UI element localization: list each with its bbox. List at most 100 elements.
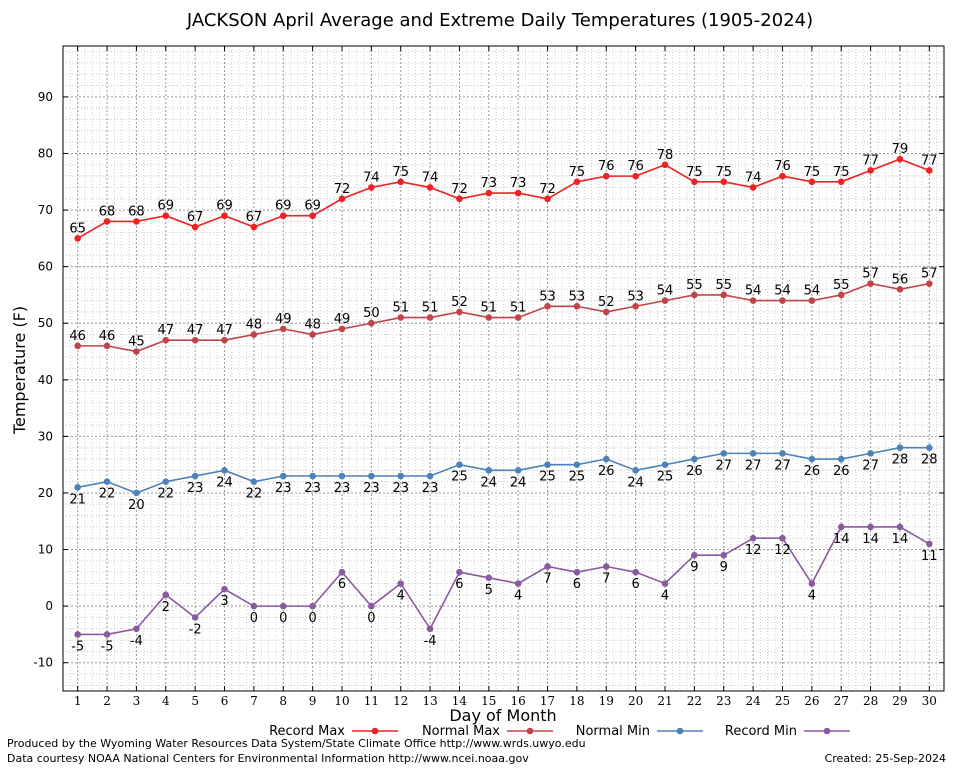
normal-min-data-label: 26 <box>686 464 703 479</box>
normal-max-point <box>368 319 375 327</box>
record-max-point <box>926 167 933 174</box>
y-tick-label: 40 <box>38 373 53 387</box>
record-min-point <box>749 534 757 542</box>
record-min-point <box>632 568 639 576</box>
record-min-point <box>221 585 228 593</box>
normal-max-point <box>691 291 698 299</box>
record-min-data-label: 14 <box>892 532 909 547</box>
record-max-point <box>338 195 346 203</box>
record-min-data-label: -4 <box>424 634 437 649</box>
record-min-data-label: 5 <box>485 583 493 598</box>
record-min-point <box>602 563 610 570</box>
record-min-data-label: -5 <box>101 639 114 654</box>
normal-min-data-label: 22 <box>246 487 263 502</box>
record-min-data-label: -5 <box>71 639 84 654</box>
y-tick-label: 90 <box>38 90 53 104</box>
legend-label-normal-min: Normal Min <box>576 724 650 739</box>
normal-max-point <box>397 314 405 321</box>
record-max-data-label: 76 <box>774 159 791 174</box>
normal-max-point <box>632 302 639 310</box>
record-min-point <box>808 580 816 587</box>
record-max-data-label: 74 <box>363 170 380 185</box>
normal-max-data-label: 47 <box>216 323 233 338</box>
normal-min-data-label: 25 <box>451 470 468 485</box>
record-min-data-label: 4 <box>514 589 522 604</box>
x-tick-label: 17 <box>540 694 555 708</box>
normal-max-point <box>162 336 170 344</box>
record-min-data-label: 14 <box>833 532 850 547</box>
record-min-point <box>368 602 375 610</box>
normal-max-point <box>279 325 287 333</box>
normal-max-point <box>779 297 786 304</box>
x-tick-label: 25 <box>775 694 790 708</box>
record-max-data-label: 69 <box>275 199 292 214</box>
normal-min-data-label: 23 <box>304 481 321 496</box>
normal-max-point <box>749 297 757 304</box>
record-max-point <box>573 178 581 186</box>
normal-max-data-label: 57 <box>862 267 879 282</box>
normal-min-data-label: 24 <box>481 475 498 490</box>
normal-max-data-label: 54 <box>745 284 762 299</box>
normal-min-point <box>250 478 258 485</box>
x-tick-label: 7 <box>250 694 258 708</box>
credit-line-1: Produced by the Wyoming Water Resources … <box>7 737 586 750</box>
normal-max-point <box>103 342 111 350</box>
normal-max-point <box>867 280 874 287</box>
normal-min-point <box>661 461 669 468</box>
x-tick-label: 29 <box>892 694 907 708</box>
normal-min-point <box>779 450 786 457</box>
record-max-point <box>279 212 287 220</box>
record-max-data-label: 74 <box>745 170 762 185</box>
record-max-point <box>133 218 140 225</box>
record-max-data-label: 68 <box>128 204 145 219</box>
record-max-point <box>426 184 434 191</box>
x-axis-label: Day of Month <box>449 706 556 725</box>
record-min-data-label: 2 <box>162 600 170 615</box>
normal-min-data-label: 27 <box>745 458 762 473</box>
normal-min-data-label: 22 <box>158 487 175 502</box>
record-min-point <box>397 580 405 587</box>
normal-min-point <box>808 455 816 463</box>
record-min-data-label: 0 <box>250 611 258 626</box>
record-max-data-label: 76 <box>627 159 644 174</box>
x-tick-label: 5 <box>191 694 199 708</box>
normal-max-data-label: 54 <box>804 284 821 299</box>
normal-max-point <box>573 302 581 310</box>
normal-min-point <box>867 450 874 457</box>
record-max-point <box>867 167 874 174</box>
record-max-point <box>602 172 610 180</box>
record-min-point <box>279 602 287 610</box>
x-tick-label: 8 <box>279 694 287 708</box>
normal-min-point <box>74 484 81 491</box>
normal-min-point <box>514 467 522 474</box>
normal-min-data-label: 23 <box>187 481 204 496</box>
normal-max-data-label: 45 <box>128 335 145 350</box>
x-tick-label: 11 <box>364 694 379 708</box>
record-max-data-label: 75 <box>392 165 409 180</box>
normal-max-data-label: 47 <box>187 323 204 338</box>
normal-min-point <box>368 472 375 480</box>
normal-max-data-label: 53 <box>569 289 586 304</box>
record-max-data-label: 72 <box>451 182 468 197</box>
normal-max-point <box>338 325 346 333</box>
normal-min-point <box>279 472 287 480</box>
record-min-line <box>77 526 930 636</box>
normal-min-point <box>397 472 405 480</box>
record-min-data-label: 3 <box>220 594 228 609</box>
y-tick-label: 50 <box>38 316 53 330</box>
normal-max-data-label: 56 <box>892 272 909 287</box>
x-tick-label: 30 <box>922 694 937 708</box>
normal-max-data-label: 49 <box>275 312 292 327</box>
record-max-point <box>632 172 639 180</box>
record-min-data-label: 14 <box>862 532 879 547</box>
normal-max-data-label: 50 <box>363 306 380 321</box>
normal-min-data-label: 23 <box>363 481 380 496</box>
x-tick-label: 4 <box>162 694 170 708</box>
x-tick-label: 23 <box>716 694 731 708</box>
normal-min-data-label: 24 <box>216 475 233 490</box>
normal-max-line <box>77 282 930 353</box>
record-min-point <box>544 563 551 570</box>
record-min-point <box>74 631 81 638</box>
x-tick-label: 6 <box>221 694 229 708</box>
